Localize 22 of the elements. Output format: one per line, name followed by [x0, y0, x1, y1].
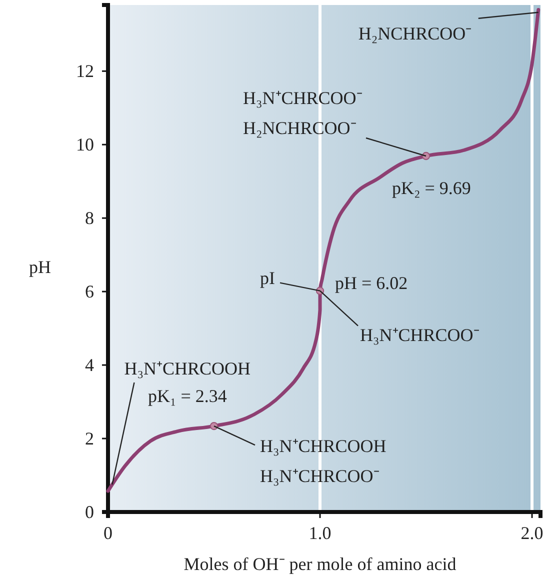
annotation: pK₁ = 2.34: [148, 386, 227, 406]
annotation: H₃N⁺CHRCOOH H₃N⁺CHRCOO⁻: [260, 436, 386, 486]
annotation: H₂NCHRCOO⁻: [358, 23, 472, 44]
x-tick-label: 2.0: [520, 522, 544, 543]
annotation: pH = 6.02: [335, 272, 408, 293]
annotation: H₃N⁺CHRCOO⁻ H₂NCHRCOO⁻: [243, 88, 362, 138]
y-tick-label: 2: [85, 428, 94, 448]
line-series: [106, 8, 540, 493]
annotation: pK₂ = 9.69: [392, 178, 471, 198]
x-axis-title: Moles of OH⁻ per mole of amino acid: [184, 554, 456, 574]
y-axis-title: pH: [29, 257, 51, 278]
x-tick-label: 0: [104, 522, 112, 543]
x-tick-label: 1.0: [308, 522, 332, 543]
y-tick-label: 6: [85, 281, 94, 302]
y-tick-label: 8: [85, 208, 94, 228]
annotation: pI: [260, 268, 276, 288]
y-tick-label: 10: [76, 134, 94, 154]
y-tick-label: 4: [85, 354, 94, 375]
annotation: H₃N⁺CHRCOOH: [124, 358, 251, 378]
y-tick-label: 12: [76, 60, 94, 81]
annotation: H₃N⁺CHRCOO⁻: [360, 324, 480, 345]
y-tick-label: 0: [85, 502, 94, 522]
